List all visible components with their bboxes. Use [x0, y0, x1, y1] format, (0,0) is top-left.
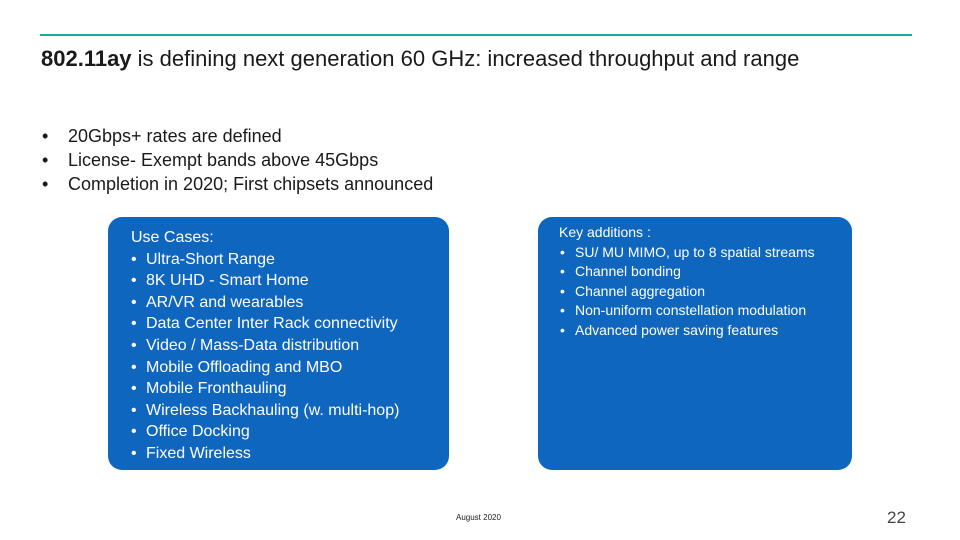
key-addition-item: SU/ MU MIMO, up to 8 spatial streams — [559, 243, 852, 263]
key-point: 20Gbps+ rates are defined — [41, 124, 433, 148]
title-rest: is defining next generation 60 GHz: incr… — [131, 46, 800, 71]
key-points-list: 20Gbps+ rates are defined License- Exemp… — [41, 124, 433, 196]
use-case-item: Fixed Wireless — [131, 443, 449, 465]
use-case-item: Wireless Backhauling (w. multi-hop) — [131, 400, 449, 422]
use-case-item: Ultra-Short Range — [131, 249, 449, 271]
footer-date: August 2020 — [456, 513, 501, 522]
key-addition-item: Channel aggregation — [559, 282, 852, 302]
slide-title: 802.11ay is defining next generation 60 … — [41, 45, 901, 73]
use-case-item: Video / Mass-Data distribution — [131, 335, 449, 357]
key-addition-item: Advanced power saving features — [559, 321, 852, 341]
use-cases-header: Use Cases: — [131, 229, 214, 246]
use-cases-list: Ultra-Short Range 8K UHD - Smart Home AR… — [131, 249, 449, 465]
use-case-item: Mobile Offloading and MBO — [131, 357, 449, 379]
key-additions-list: SU/ MU MIMO, up to 8 spatial streams Cha… — [559, 243, 852, 341]
use-case-item: Office Docking — [131, 421, 449, 443]
key-addition-item: Non-uniform constellation modulation — [559, 301, 852, 321]
use-case-item: Data Center Inter Rack connectivity — [131, 313, 449, 335]
use-case-item: Mobile Fronthauling — [131, 378, 449, 400]
top-divider — [40, 34, 912, 36]
use-case-item: AR/VR and wearables — [131, 292, 449, 314]
use-case-item: 8K UHD - Smart Home — [131, 270, 449, 292]
key-additions-box: Key additions : SU/ MU MIMO, up to 8 spa… — [538, 217, 852, 470]
key-point: License- Exempt bands above 45Gbps — [41, 148, 433, 172]
key-additions-header: Key additions : — [559, 224, 651, 240]
key-point: Completion in 2020; First chipsets annou… — [41, 172, 433, 196]
key-addition-item: Channel bonding — [559, 262, 852, 282]
page-number: 22 — [887, 508, 906, 527]
title-bold: 802.11ay — [41, 46, 132, 71]
use-cases-box: Use Cases: Ultra-Short Range 8K UHD - Sm… — [108, 217, 449, 470]
